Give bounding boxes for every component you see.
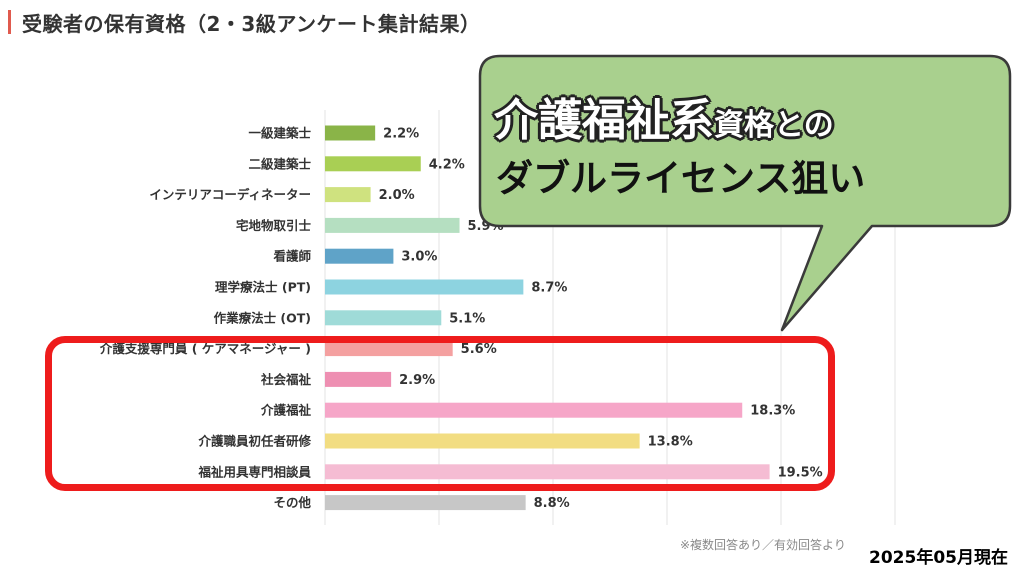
category-label: 宅地物取引士 bbox=[236, 218, 312, 233]
value-label: 4.2% bbox=[429, 157, 465, 172]
category-label: その他 bbox=[273, 495, 311, 510]
bar bbox=[325, 464, 770, 480]
callout-line1-small: 資格との bbox=[714, 108, 834, 143]
bar bbox=[325, 187, 371, 203]
bar bbox=[325, 495, 526, 511]
category-label: 福祉用具専門相談員 bbox=[197, 464, 311, 479]
value-label: 5.1% bbox=[449, 311, 485, 326]
category-label: 介護支援専門員 ( ケアマネージャー ) bbox=[99, 341, 311, 356]
callout-line1: 介護福祉系資格との bbox=[494, 84, 994, 148]
bar bbox=[325, 125, 376, 141]
value-label: 18.3% bbox=[750, 404, 795, 419]
highlight-box bbox=[45, 336, 835, 491]
value-label: 3.0% bbox=[401, 250, 437, 265]
value-label: 19.5% bbox=[778, 465, 823, 480]
value-label: 5.6% bbox=[461, 342, 497, 357]
category-label: 介護職員初任者研修 bbox=[197, 434, 311, 449]
bar bbox=[325, 371, 392, 387]
chart-title: 受験者の保有資格（2・3級アンケート集計結果） bbox=[22, 12, 481, 36]
category-label: 理学療法士 (PT) bbox=[215, 280, 311, 295]
callout-line2: ダブルライセンス狙い bbox=[496, 157, 866, 200]
category-label: 社会福祉 bbox=[260, 372, 312, 387]
date-label: 2025年05月現在 bbox=[867, 543, 1010, 568]
category-label: 一級建築士 bbox=[248, 126, 311, 141]
title-accent-bar bbox=[8, 10, 11, 34]
bar bbox=[325, 217, 460, 233]
value-label: 8.7% bbox=[531, 281, 567, 296]
value-label: 2.9% bbox=[399, 373, 435, 388]
category-label: 介護福祉 bbox=[260, 403, 312, 418]
category-label: インテリアコーディネーター bbox=[149, 187, 311, 202]
bar bbox=[325, 279, 524, 295]
value-label: 2.0% bbox=[379, 188, 415, 203]
bar bbox=[325, 341, 453, 357]
bar bbox=[325, 156, 421, 172]
callout-line1-big: 介護福祉系 bbox=[494, 95, 714, 146]
footnote: ※複数回答あり／有効回答より bbox=[680, 538, 846, 552]
value-label: 13.8% bbox=[648, 435, 693, 450]
category-label: 看護師 bbox=[273, 249, 311, 264]
bar bbox=[325, 402, 743, 418]
bar bbox=[325, 310, 442, 326]
bar bbox=[325, 433, 640, 449]
category-label: 作業療法士 (OT) bbox=[214, 310, 311, 325]
value-label: 2.2% bbox=[383, 127, 419, 142]
value-label: 8.8% bbox=[534, 496, 570, 511]
category-label: 二級建築士 bbox=[248, 156, 311, 171]
bar bbox=[325, 248, 394, 264]
